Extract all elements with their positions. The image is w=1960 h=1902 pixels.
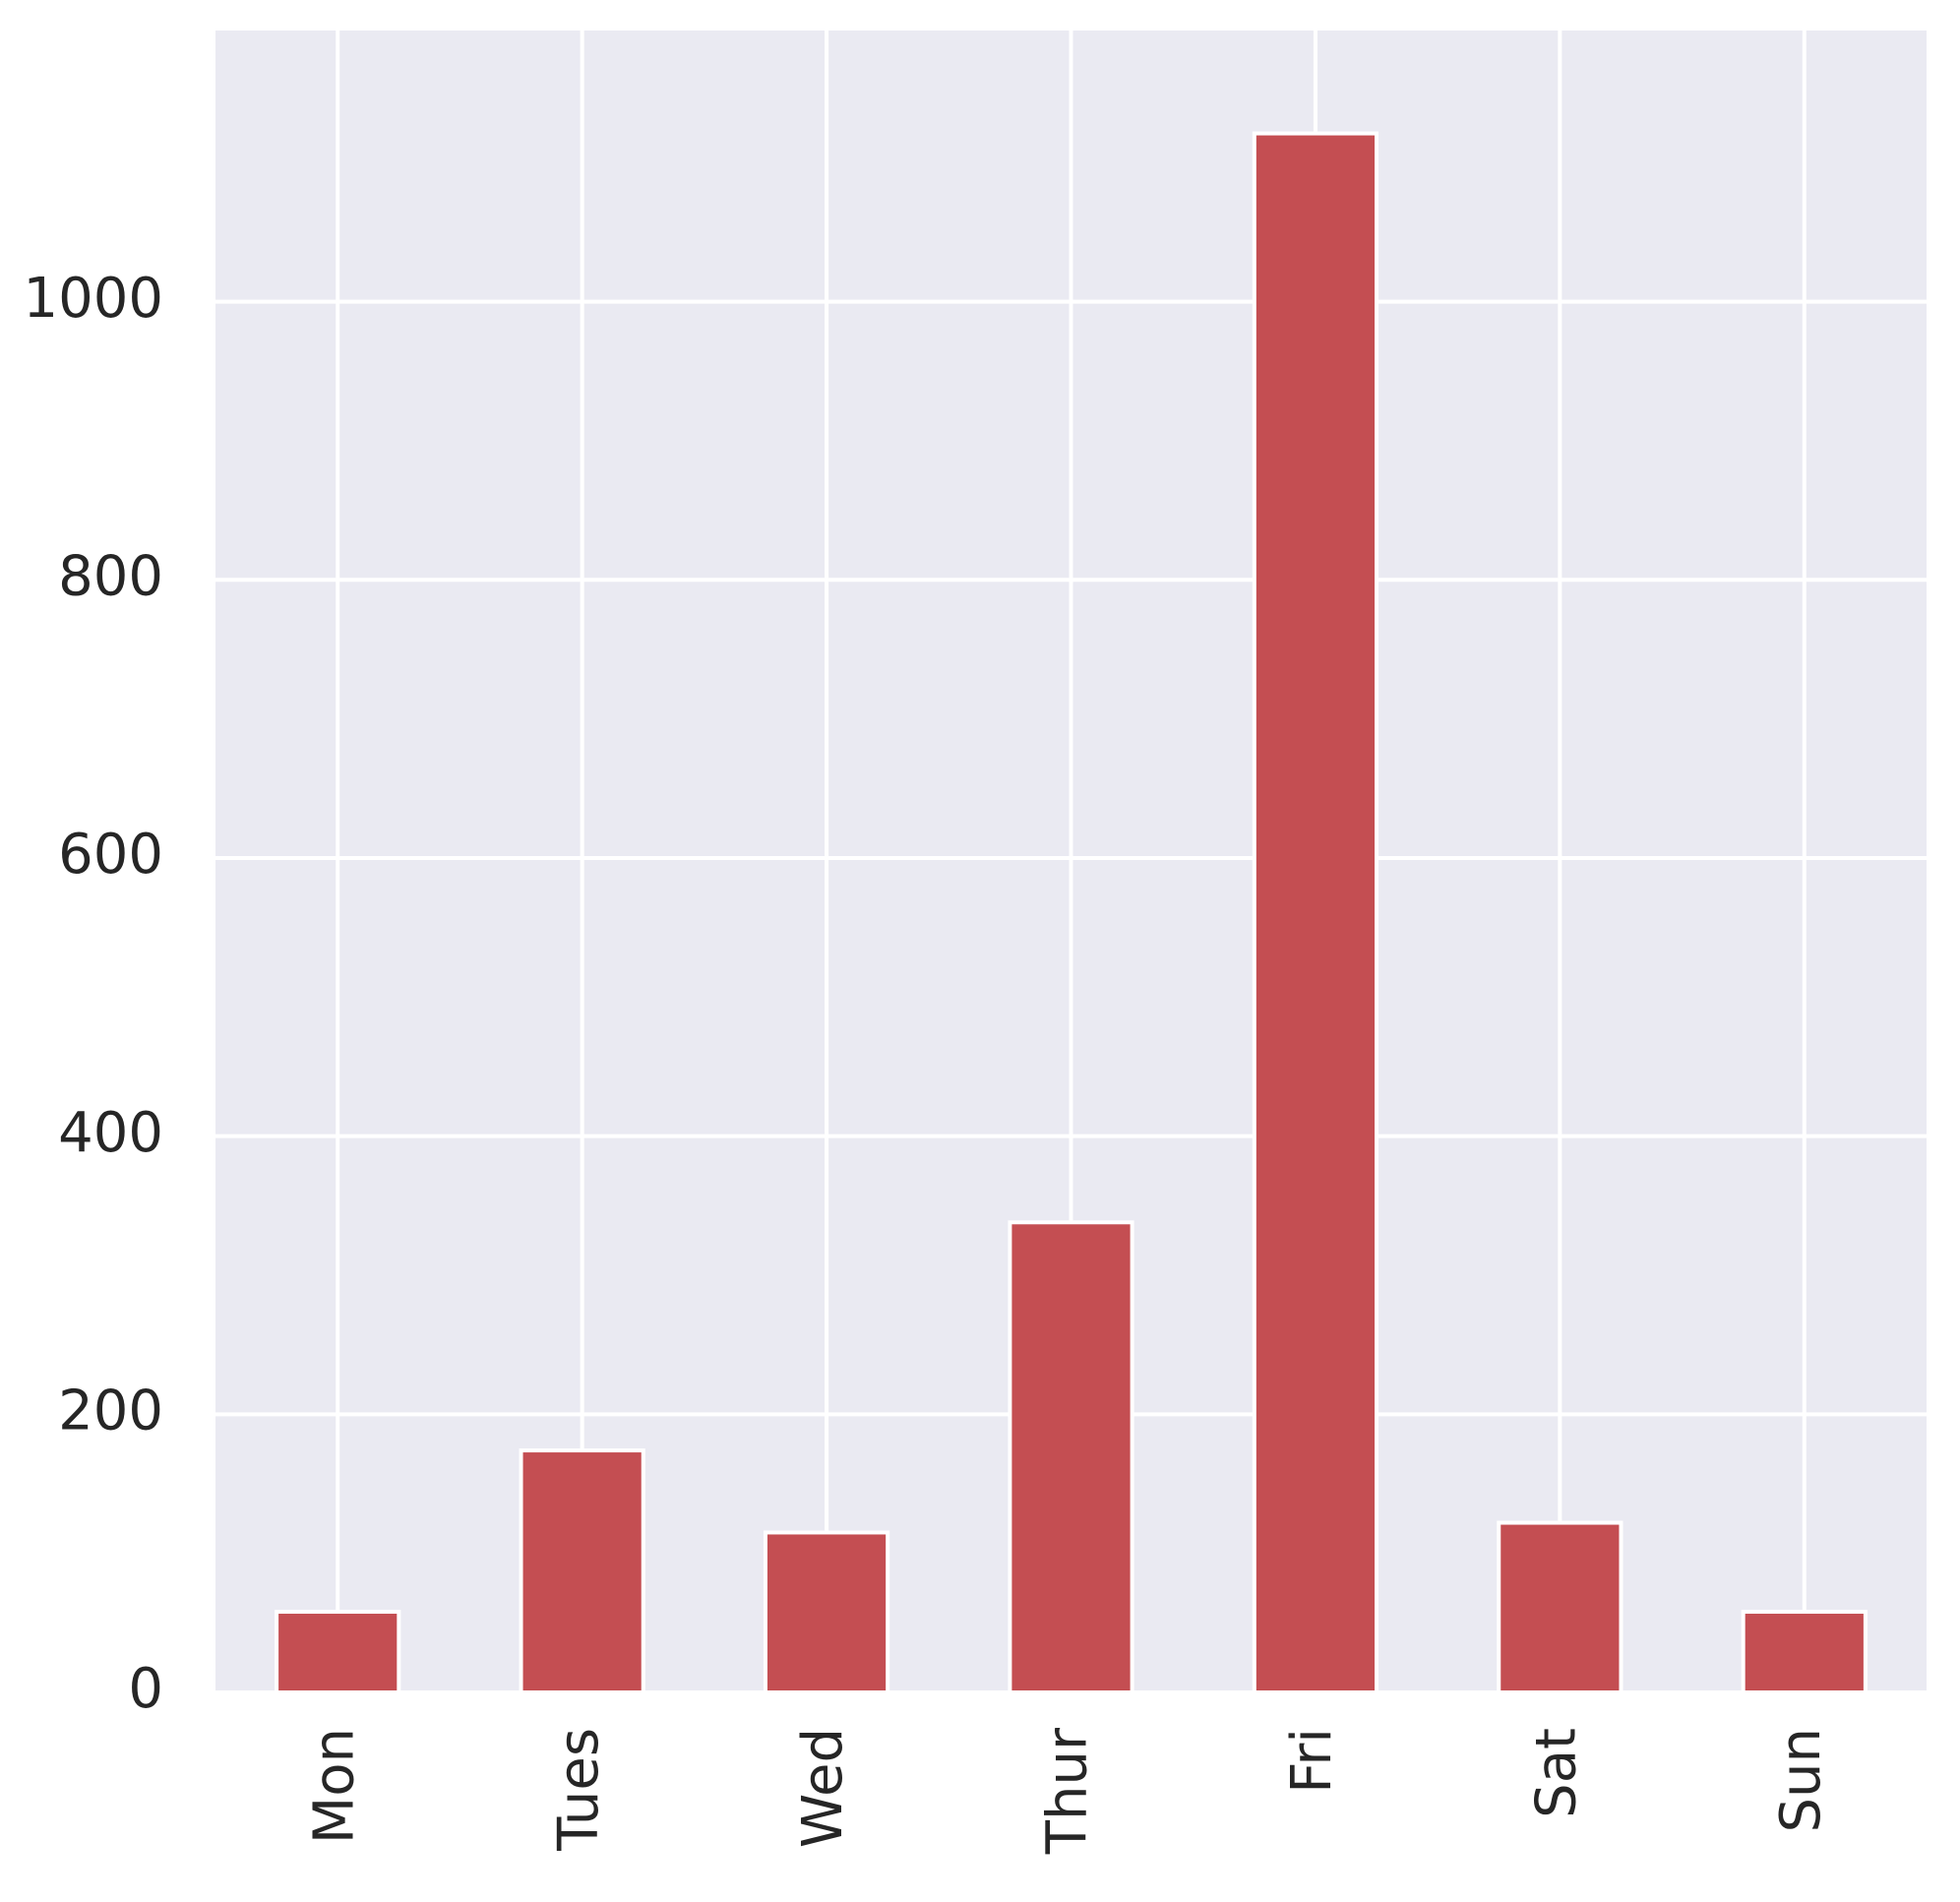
y-tick-label: 200 xyxy=(58,1379,163,1442)
y-tick-label: 400 xyxy=(58,1101,163,1165)
y-tick-label: 800 xyxy=(58,544,163,608)
bar-tues xyxy=(519,1448,645,1695)
x-tick-label-tues: Tues xyxy=(547,1728,611,1852)
x-tick-label-mon: Mon xyxy=(302,1728,366,1844)
bar-thur xyxy=(1008,1220,1134,1695)
bar-mon xyxy=(275,1610,401,1695)
x-tick-label-fri: Fri xyxy=(1280,1728,1344,1794)
y-axis-tick-labels: 0 200 400 600 800 1000 xyxy=(23,267,163,1721)
x-tick-label-thur: Thur xyxy=(1036,1727,1100,1855)
bar-fri xyxy=(1252,131,1379,1694)
x-tick-label-wed: Wed xyxy=(791,1728,855,1848)
bar-sat xyxy=(1497,1520,1623,1694)
x-tick-label-sat: Sat xyxy=(1524,1728,1588,1818)
x-axis-tick-labels: Mon Tues Wed Thur Fri Sat Sun xyxy=(302,1727,1833,1855)
y-tick-label: 1000 xyxy=(23,267,163,331)
x-tick-label-sun: Sun xyxy=(1769,1728,1833,1833)
bars xyxy=(275,131,1868,1695)
bar-wed xyxy=(763,1530,890,1694)
y-tick-label: 0 xyxy=(128,1657,163,1721)
y-tick-label: 600 xyxy=(58,823,163,887)
bar-sun xyxy=(1741,1610,1868,1695)
